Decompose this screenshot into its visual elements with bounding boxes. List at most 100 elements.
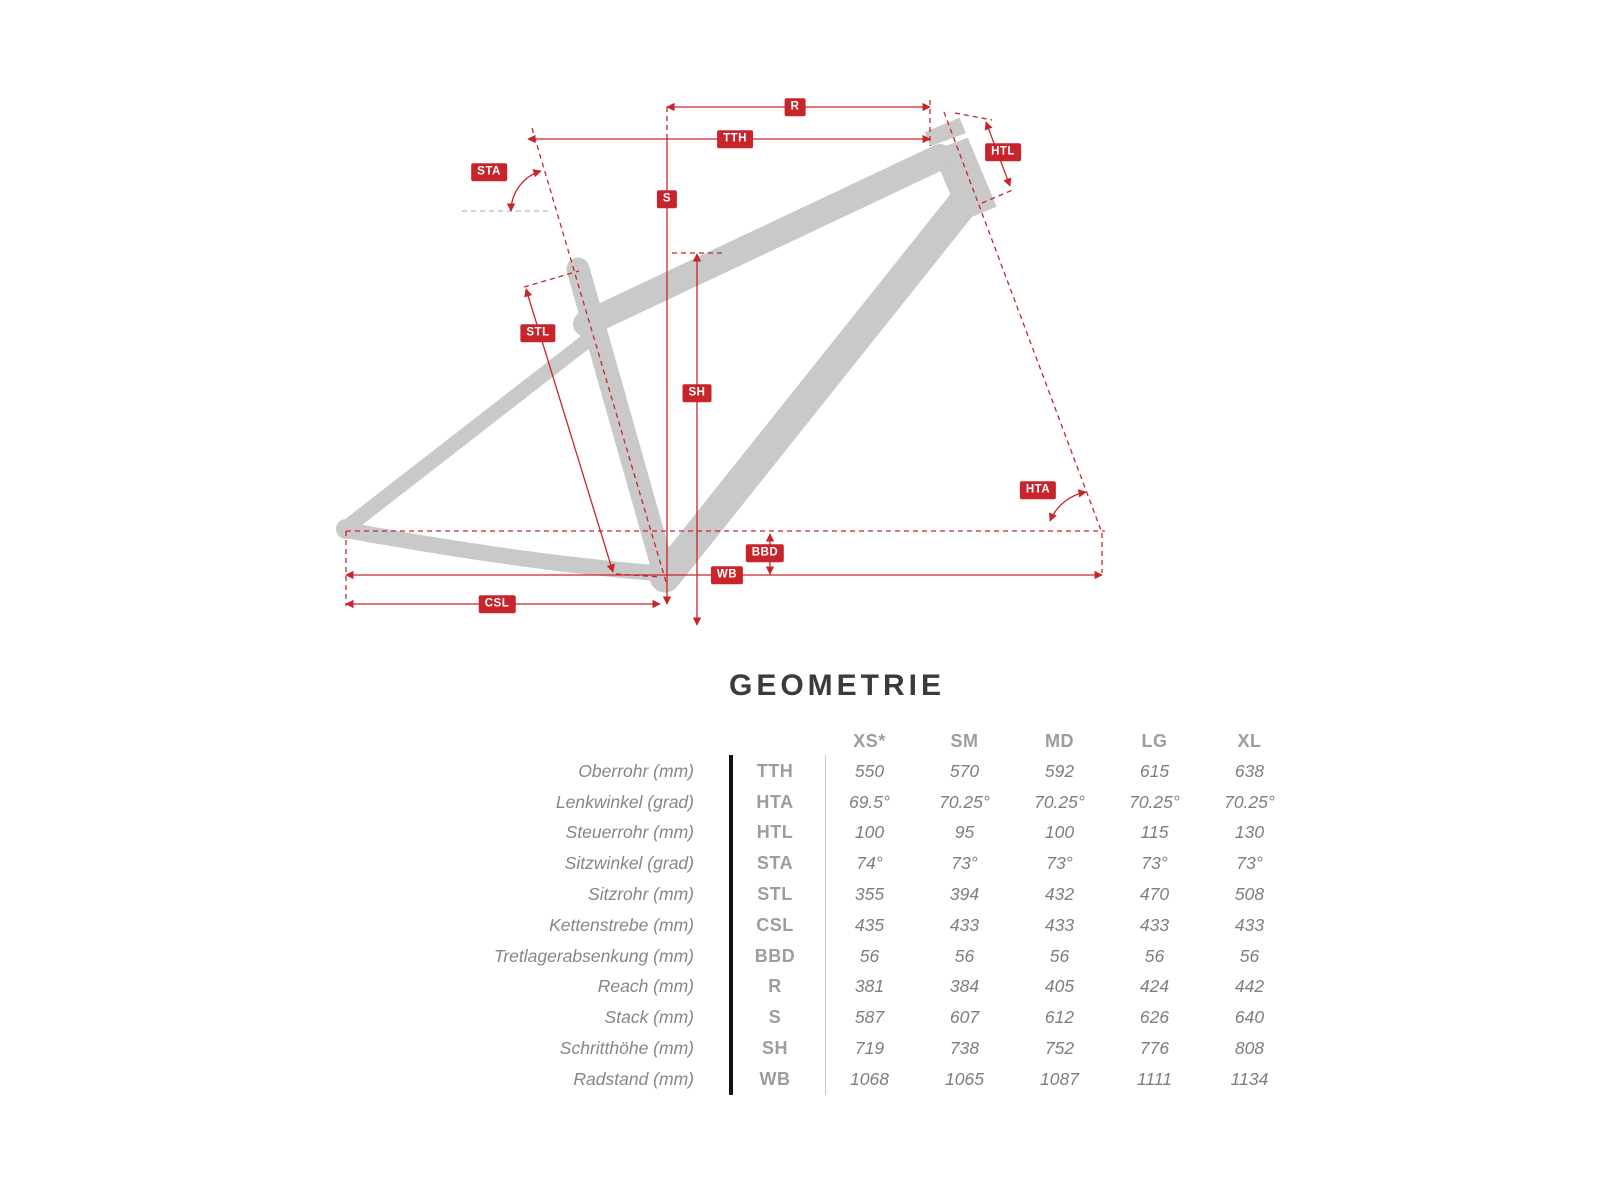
cell-value: 73° bbox=[1046, 853, 1073, 874]
row-label: Sitzwinkel (grad) bbox=[564, 853, 694, 874]
table-row: Sitzwinkel (grad) STA 74° 73° 73° 73° 73° bbox=[450, 848, 1310, 879]
cell-value: 470 bbox=[1139, 884, 1170, 905]
table-row: Reach (mm) R 381 384 405 424 442 bbox=[450, 972, 1310, 1003]
cell-value: 1068 bbox=[850, 1068, 889, 1089]
geometry-table: XS* SM MD LG XL Oberrohr (mm) TTH 550 570 592 615… bbox=[450, 726, 1310, 1095]
row-abbr: R bbox=[768, 976, 782, 997]
head-angle-arc bbox=[1048, 489, 1087, 522]
cell-value: 69.5° bbox=[848, 791, 891, 812]
htl-top-tick bbox=[954, 112, 993, 121]
row-abbr: SH bbox=[761, 1038, 788, 1059]
row-label: Sitzrohr (mm) bbox=[588, 884, 694, 905]
row-label: Kettenstrebe (mm) bbox=[549, 914, 694, 935]
row-abbr: CSL bbox=[756, 914, 794, 935]
cell-value: 433 bbox=[1234, 914, 1265, 935]
table-accent-bar bbox=[729, 755, 733, 1095]
row-abbr: WB bbox=[759, 1068, 791, 1089]
size-header: LG bbox=[1141, 730, 1168, 751]
size-header: XS* bbox=[853, 730, 886, 751]
row-label: Steuerrohr (mm) bbox=[565, 822, 694, 843]
cell-value: 115 bbox=[1140, 822, 1169, 843]
row-label: Radstand (mm) bbox=[573, 1068, 694, 1089]
label-toptube: TTH bbox=[717, 130, 753, 148]
cell-value: 719 bbox=[854, 1038, 885, 1059]
row-label: Lenkwinkel (grad) bbox=[555, 791, 694, 812]
cell-value: 550 bbox=[854, 760, 885, 781]
cell-value: 433 bbox=[1044, 914, 1075, 935]
row-label: Schritthöhe (mm) bbox=[559, 1038, 694, 1059]
cell-value: 394 bbox=[949, 884, 980, 905]
cell-value: 70.25° bbox=[1034, 791, 1085, 812]
seatstay bbox=[338, 325, 605, 536]
table-row: Schritthöhe (mm) SH 719 738 752 776 808 bbox=[450, 1033, 1310, 1064]
size-header-row: XS* SM MD LG XL bbox=[450, 726, 1310, 756]
cell-value: 73° bbox=[1141, 853, 1168, 874]
table-row: Lenkwinkel (grad) HTA 69.5° 70.25° 70.25° 70.… bbox=[450, 787, 1310, 818]
cell-value: 56 bbox=[1239, 945, 1260, 966]
row-abbr: S bbox=[768, 1007, 782, 1028]
cell-value: 638 bbox=[1234, 760, 1265, 781]
row-abbr: TTH bbox=[756, 760, 794, 781]
geometry-table-body: Oberrohr (mm) TTH 550 570 592 615 638 Lenkwinke… bbox=[450, 756, 1310, 1095]
cell-value: 626 bbox=[1139, 1007, 1170, 1028]
cell-value: 508 bbox=[1234, 884, 1265, 905]
table-row: Stack (mm) S 587 607 612 626 640 bbox=[450, 1002, 1310, 1033]
table-row: Radstand (mm) WB 1068 1065 1087 1111 1134 bbox=[450, 1064, 1310, 1095]
label-wheelbase: WB bbox=[710, 566, 744, 584]
cell-value: 433 bbox=[949, 914, 980, 935]
cell-value: 1134 bbox=[1230, 1068, 1269, 1089]
htl-bottom-tick bbox=[981, 188, 1016, 204]
cell-value: 1111 bbox=[1136, 1068, 1173, 1089]
cell-value: 808 bbox=[1234, 1038, 1265, 1059]
cell-value: 442 bbox=[1234, 976, 1265, 997]
rear-axle bbox=[336, 519, 356, 539]
cell-value: 424 bbox=[1139, 976, 1170, 997]
top-tube bbox=[573, 144, 953, 337]
cell-value: 73° bbox=[1236, 853, 1263, 874]
seat-top-tick bbox=[523, 270, 580, 288]
cell-value: 70.25° bbox=[1224, 791, 1275, 812]
row-abbr: HTL bbox=[756, 822, 794, 843]
head-tube-axis bbox=[943, 111, 1103, 534]
table-row: Sitzrohr (mm) STL 355 394 432 470 508 bbox=[450, 879, 1310, 910]
cell-value: 95 bbox=[954, 822, 975, 843]
cell-value: 74° bbox=[856, 853, 883, 874]
seat-angle-arc bbox=[506, 169, 542, 212]
size-header: SM bbox=[950, 730, 979, 751]
cell-value: 56 bbox=[1049, 945, 1070, 966]
cell-value: 435 bbox=[854, 914, 885, 935]
cell-value: 570 bbox=[949, 760, 980, 781]
label-headtube-length: HTL bbox=[985, 143, 1021, 161]
cell-value: 776 bbox=[1139, 1038, 1170, 1059]
cell-value: 70.25° bbox=[939, 791, 990, 812]
row-abbr: BBD bbox=[754, 945, 796, 966]
cell-value: 405 bbox=[1044, 976, 1075, 997]
cell-value: 1065 bbox=[945, 1068, 984, 1089]
cell-value: 432 bbox=[1044, 884, 1075, 905]
cell-value: 73° bbox=[951, 853, 978, 874]
label-bb-drop: BBD bbox=[745, 544, 785, 562]
table-row: Tretlagerabsenkung (mm) BBD 56 56 56 56 56 bbox=[450, 941, 1310, 972]
label-stack: S bbox=[656, 190, 678, 208]
label-standover: SH bbox=[682, 384, 712, 402]
cell-value: 592 bbox=[1044, 760, 1075, 781]
label-chainstay: CSL bbox=[478, 595, 516, 613]
label-head-angle: HTA bbox=[1019, 481, 1057, 499]
table-row: Kettenstrebe (mm) CSL 435 433 433 433 433 bbox=[450, 910, 1310, 941]
cell-value: 752 bbox=[1044, 1038, 1075, 1059]
cell-value: 615 bbox=[1139, 760, 1170, 781]
page-title: GEOMETRIE bbox=[729, 669, 946, 702]
row-label: Oberrohr (mm) bbox=[578, 760, 694, 781]
cell-value: 1087 bbox=[1040, 1068, 1079, 1089]
chainstay bbox=[338, 522, 663, 581]
cell-value: 130 bbox=[1234, 822, 1265, 843]
cell-value: 56 bbox=[859, 945, 880, 966]
row-abbr: HTA bbox=[756, 791, 794, 812]
cell-value: 612 bbox=[1044, 1007, 1075, 1028]
construction-lines bbox=[345, 100, 1105, 606]
row-label: Tretlagerabsenkung (mm) bbox=[493, 945, 694, 966]
cell-value: 433 bbox=[1139, 914, 1170, 935]
cell-value: 56 bbox=[954, 945, 975, 966]
cell-value: 355 bbox=[854, 884, 885, 905]
